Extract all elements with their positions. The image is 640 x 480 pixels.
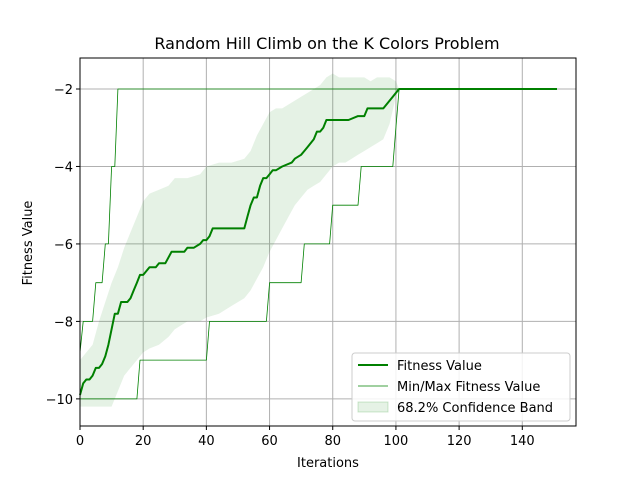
x-tick-label: 60 <box>261 434 278 449</box>
x-tick-label: 140 <box>510 434 535 449</box>
legend-swatch-band <box>357 401 389 413</box>
y-tick-label: −4 <box>54 160 73 175</box>
y-tick-label: −6 <box>54 238 73 253</box>
series-line-min <box>80 88 557 400</box>
x-axis-label: Iterations <box>297 456 359 471</box>
confidence-band <box>80 73 557 407</box>
x-tick-label: 100 <box>384 434 409 449</box>
axes-frame <box>79 57 577 427</box>
y-tick-label: −8 <box>54 315 73 330</box>
chart-title: Random Hill Climb on the K Colors Proble… <box>154 34 499 53</box>
legend: Fitness Value Min/Max Fitness Value 68.2… <box>351 352 571 422</box>
x-tick-label: 120 <box>447 434 472 449</box>
legend-box <box>351 352 571 422</box>
y-axis-label: Fitness Value <box>21 201 36 286</box>
y-tick-label: −2 <box>54 83 73 98</box>
series-line-mean <box>79 88 557 396</box>
x-tick-label: 0 <box>76 434 84 449</box>
y-tick-label: −10 <box>46 393 73 408</box>
x-tick-label: 80 <box>324 434 341 449</box>
legend-label-band: 68.2% Confidence Band <box>397 401 553 416</box>
legend-label-mean: Fitness Value <box>397 359 482 374</box>
series-line-max <box>79 88 557 353</box>
x-tick-label: 20 <box>135 434 152 449</box>
ticks: 0 20 40 60 80 100 120 140 −10 −8 −6 −4 −2 <box>46 83 535 449</box>
plot-area <box>79 73 557 407</box>
x-tick-label: 40 <box>198 434 215 449</box>
legend-label-minmax: Min/Max Fitness Value <box>397 380 540 395</box>
